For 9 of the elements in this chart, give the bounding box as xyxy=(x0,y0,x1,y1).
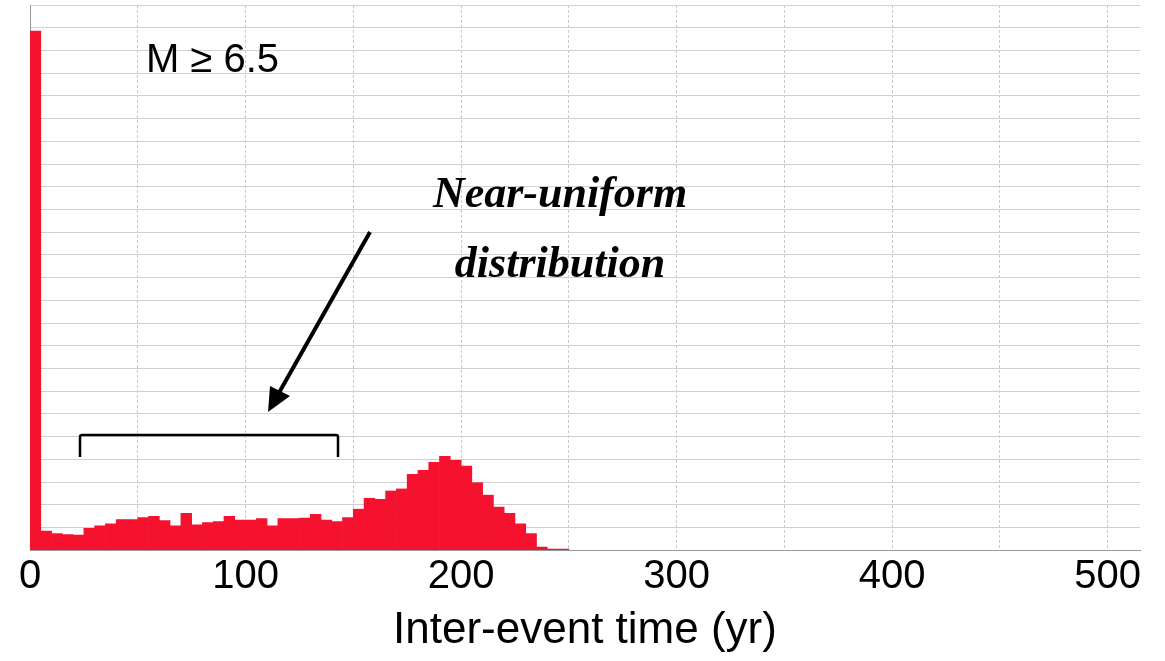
x-tick-label: 100 xyxy=(212,552,279,597)
annotation: M ≥ 6.5 xyxy=(146,36,280,81)
x-tick-label: 200 xyxy=(427,552,495,597)
x-tick-label: 500 xyxy=(1074,552,1142,597)
x-tick-label: 0 xyxy=(18,552,42,597)
x-tick-label: 300 xyxy=(643,552,710,597)
x-tick-label: 400 xyxy=(858,552,926,597)
annotation: Near-uniform distribution xyxy=(431,167,689,290)
x-axis-title: Inter-event time (yr) xyxy=(393,602,777,652)
